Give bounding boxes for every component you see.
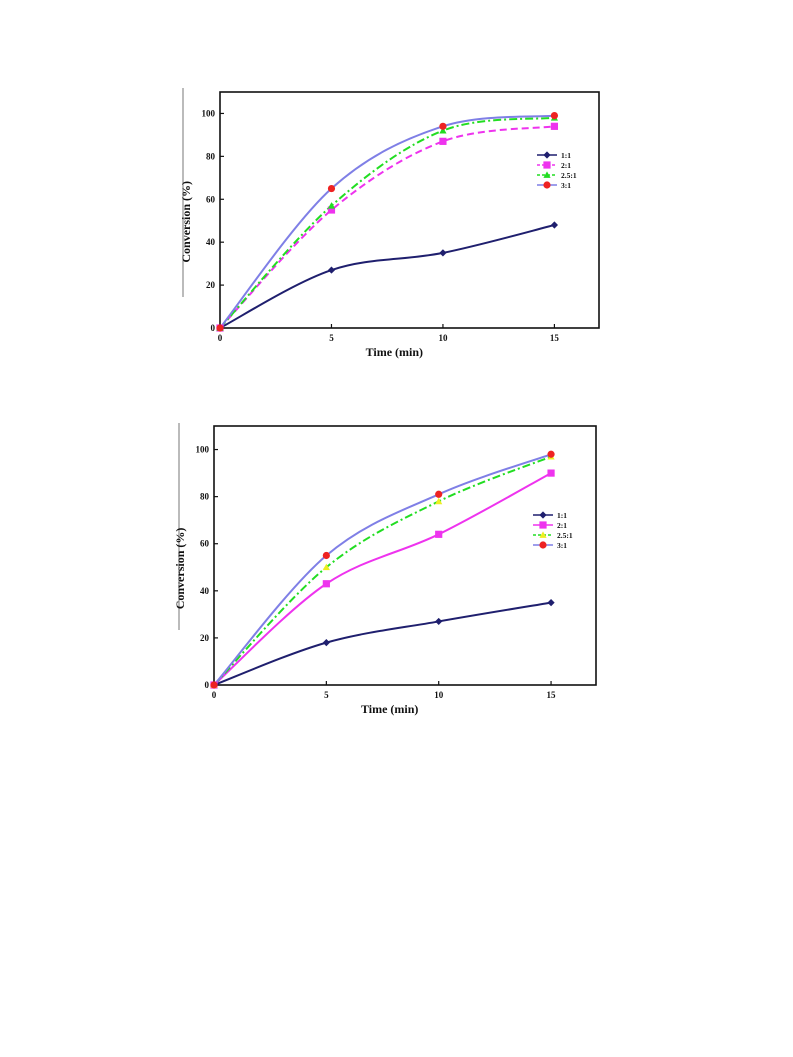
chart-1-y-axis-title: Conversion (%): [179, 181, 193, 263]
chart-2-y-axis-title: Conversion (%): [173, 528, 187, 610]
chart-1-y-tick-label: 80: [206, 151, 216, 161]
chart-1-x-tick-label: 10: [438, 333, 448, 343]
chart-2-series-2-1-point: [322, 580, 330, 588]
chart-1-legend-marker: [543, 181, 551, 189]
chart-2-y-tick-label: 0: [205, 680, 210, 690]
chart-2-series-2-5-1-line: [213, 455, 552, 686]
chart-1-series-2-5-1-point: [439, 127, 447, 134]
chart-1-series-3-1-point: [550, 112, 559, 120]
chart-1-legend-label: 2:1: [561, 161, 571, 170]
chart-1-series-3-1-point: [439, 122, 447, 130]
chart-2-legend-marker: [539, 541, 547, 549]
chart-2-svg: 0 20 40 60 80 100 0 5 10 15 Time (min) Conversion (…: [173, 423, 597, 716]
chart-1-series-2-5-1-line: [219, 116, 555, 329]
chart-1: 0 20 40 60 80 100 0 5 10 15 Time (min) Conversion (…: [0, 80, 793, 380]
chart-2-series-1-1-point: [435, 617, 443, 626]
chart-2-y-tick-label: 40: [200, 586, 210, 596]
chart-2-series-1-1-point: [547, 598, 555, 607]
chart-2-x-tick-label: 5: [324, 690, 329, 700]
chart-2-y-tick-label: 20: [200, 633, 210, 643]
chart-1-series-1-1-line: [219, 224, 555, 329]
chart-2-x-axis-title: Time (min): [361, 702, 418, 716]
chart-2-series-3-1-point: [547, 450, 555, 458]
chart-1-legend-label: 1:1: [561, 151, 571, 160]
chart-2-legend-marker: [539, 511, 547, 519]
chart-2-legend-marker: [539, 521, 547, 529]
chart-2-series-3-1-line: [213, 453, 552, 686]
chart-2-y-tick-label: 80: [200, 492, 210, 502]
chart-2-series-3-1-point: [435, 490, 443, 498]
chart-2: 0 20 40 60 80 100 0 5 10 15 Time (min) Conversion (…: [0, 415, 793, 725]
chart-2-plot-frame: [213, 425, 597, 686]
chart-1-legend-marker: [543, 161, 551, 169]
chart-1-y-tick-label: 0: [211, 323, 216, 333]
chart-2-legend-label: 2.5:1: [557, 531, 573, 540]
chart-2-series-1-1-line: [213, 601, 552, 686]
chart-1-series-2-1-line: [219, 125, 555, 329]
chart-1-series-3-1-line: [219, 114, 555, 329]
chart-2-x-tick-label: 15: [547, 690, 557, 700]
chart-2-series-3-1-point: [210, 681, 218, 689]
chart-2-x-tick-label: 0: [212, 690, 217, 700]
chart-2-series-3-1-point: [322, 551, 330, 560]
chart-1-series-3-1-point: [216, 324, 224, 332]
chart-1-series-2-5-1-point: [327, 202, 336, 209]
chart-1-legend-marker: [543, 171, 551, 178]
chart-2-legend-label: 3:1: [557, 541, 567, 550]
chart-2-series-2-1-point: [547, 469, 555, 477]
chart-2-legend-marker: [539, 531, 547, 538]
chart-2-series-2-1-line: [213, 472, 552, 686]
chart-2-series-2-5-1-point: [322, 563, 330, 571]
chart-1-x-tick-label: 15: [550, 333, 560, 343]
chart-1-y-tick-label: 60: [206, 194, 216, 204]
chart-1-y-tick-label: 20: [206, 280, 216, 290]
chart-1-series-3-1-point: [327, 184, 336, 193]
chart-1-svg: 0 20 40 60 80 100 0 5 10 15 Time (min) Conversion (…: [179, 88, 600, 359]
chart-1-series-2-1-point: [439, 137, 447, 145]
chart-1-legend-label: 2.5:1: [561, 171, 577, 180]
chart-1-legend-marker: [543, 151, 551, 159]
chart-1-y-tick-label: 100: [202, 108, 216, 118]
chart-2-series-2-1-point: [435, 530, 443, 538]
chart-1-x-tick-label: 0: [218, 333, 223, 343]
chart-1-x-tick-label: 5: [329, 333, 334, 343]
chart-1-series-2-1-point: [550, 122, 559, 130]
chart-1-y-tick-label: 40: [206, 237, 216, 247]
chart-1-legend-label: 3:1: [561, 181, 571, 190]
chart-2-series-1-1-point: [322, 639, 330, 647]
chart-1-series-1-1-point: [550, 221, 559, 229]
chart-2-x-tick-label: 10: [434, 690, 444, 700]
chart-2-legend-label: 2:1: [557, 521, 567, 530]
chart-2-y-tick-label: 60: [200, 539, 210, 549]
chart-1-x-axis-title: Time (min): [366, 345, 423, 359]
chart-1-series-1-1-point: [327, 266, 336, 274]
chart-2-legend-label: 1:1: [557, 511, 567, 520]
chart-1-plot-frame: [219, 91, 600, 329]
chart-2-y-tick-label: 100: [196, 445, 210, 455]
chart-1-series-1-1-point: [439, 249, 447, 257]
chart-1-series-2-1-point: [327, 206, 336, 214]
chart-2-series-2-5-1-point: [435, 497, 443, 505]
